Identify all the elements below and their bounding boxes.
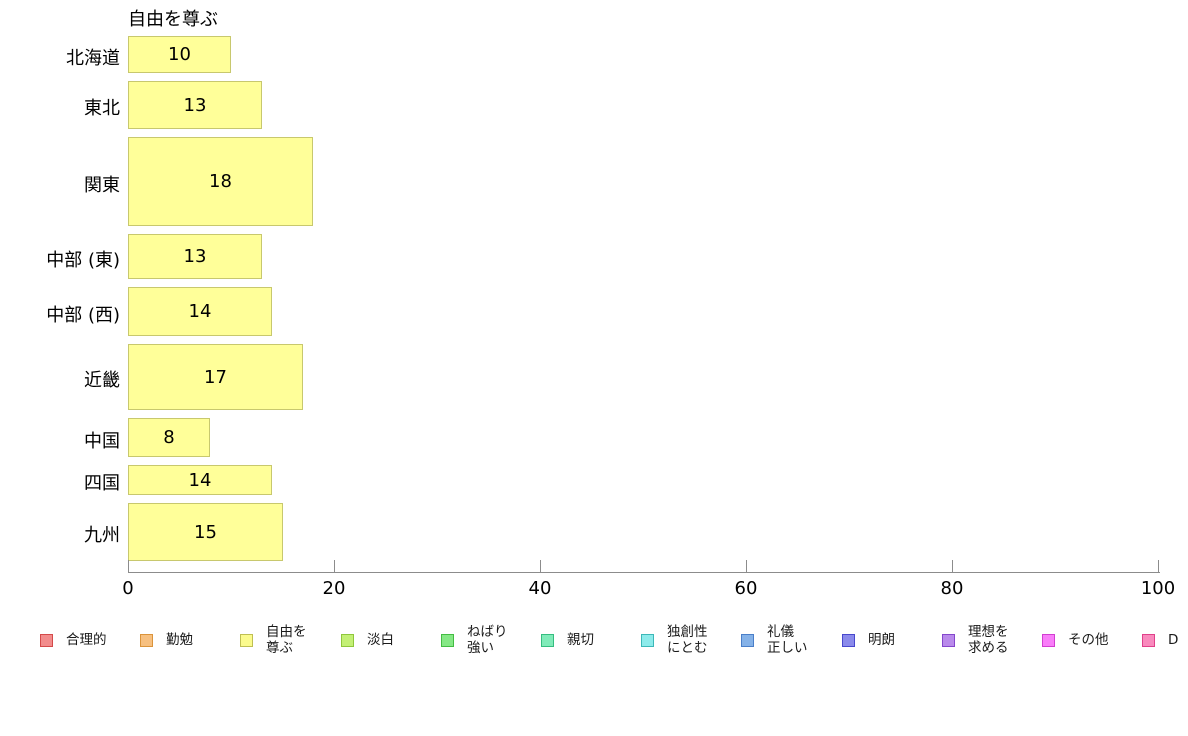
bar: 14	[128, 465, 272, 495]
legend-label: 明朗	[868, 632, 895, 648]
x-axis-tick-label: 60	[734, 578, 758, 599]
x-axis-tick-label: 40	[528, 578, 552, 599]
bar: 17	[128, 344, 303, 410]
legend-label: 親切	[567, 632, 594, 648]
x-axis-tick	[334, 560, 335, 572]
bar: 10	[128, 36, 231, 73]
category-label: 中部 (西)	[46, 304, 120, 326]
legend-swatch	[1142, 634, 1155, 647]
bar-value-label: 13	[183, 246, 207, 267]
category-label: 関東	[84, 174, 120, 196]
x-axis-tick-label: 0	[122, 578, 134, 599]
bar-value-label: 17	[204, 366, 227, 388]
legend-swatch	[541, 634, 554, 647]
legend-swatch	[240, 634, 253, 647]
legend-label: 淡白	[367, 632, 394, 648]
bar: 13	[128, 81, 262, 129]
category-label: 九州	[84, 525, 120, 546]
legend-label: その他	[1068, 632, 1109, 648]
legend-label: 自由を 尊ぶ	[266, 624, 307, 656]
bar-value-label: 13	[183, 94, 207, 116]
legend-swatch	[1042, 634, 1055, 647]
legend-swatch	[842, 634, 855, 647]
bar-value-label: 15	[194, 521, 217, 543]
x-axis-tick	[128, 560, 129, 572]
legend-label: 勤勉	[166, 632, 193, 648]
bar: 18	[128, 137, 313, 226]
bar: 14	[128, 287, 272, 336]
bar-value-label: 14	[188, 301, 212, 322]
bar-value-label: 14	[188, 469, 212, 491]
bar: 15	[128, 503, 283, 561]
x-axis-tick	[952, 560, 953, 572]
chart-title: 自由を尊ぶ	[128, 9, 218, 30]
category-label: 中部 (東)	[46, 249, 120, 271]
bar-value-label: 8	[163, 427, 175, 448]
legend-swatch	[140, 634, 153, 647]
x-axis-tick-label: 100	[1140, 578, 1176, 599]
legend-swatch	[40, 634, 53, 647]
category-label: 東北	[84, 98, 120, 119]
legend-swatch	[641, 634, 654, 647]
legend-label: 独創性 にとむ	[667, 624, 708, 656]
category-label: 近畿	[84, 370, 120, 391]
x-axis-tick-label: 20	[322, 578, 346, 599]
legend-label: D	[1168, 632, 1179, 648]
x-axis-tick	[1158, 560, 1159, 572]
legend-label: 合理的	[66, 632, 107, 648]
x-axis-tick-label: 80	[940, 578, 964, 599]
legend-swatch	[441, 634, 454, 647]
bar: 13	[128, 234, 262, 279]
bar: 8	[128, 418, 210, 457]
bar-value-label: 10	[168, 44, 191, 65]
x-axis-tick	[746, 560, 747, 572]
x-axis-line	[128, 572, 1160, 573]
category-label: 北海道	[66, 47, 120, 69]
category-label: 四国	[84, 473, 120, 494]
category-label: 中国	[84, 430, 120, 452]
legend-label: 理想を 求める	[968, 624, 1009, 656]
bar-value-label: 18	[209, 171, 232, 192]
legend-label: 礼儀 正しい	[767, 624, 808, 656]
x-axis-tick	[540, 560, 541, 572]
legend-swatch	[942, 634, 955, 647]
legend-swatch	[741, 634, 754, 647]
legend-swatch	[341, 634, 354, 647]
legend-label: ねばり 強い	[467, 624, 508, 656]
